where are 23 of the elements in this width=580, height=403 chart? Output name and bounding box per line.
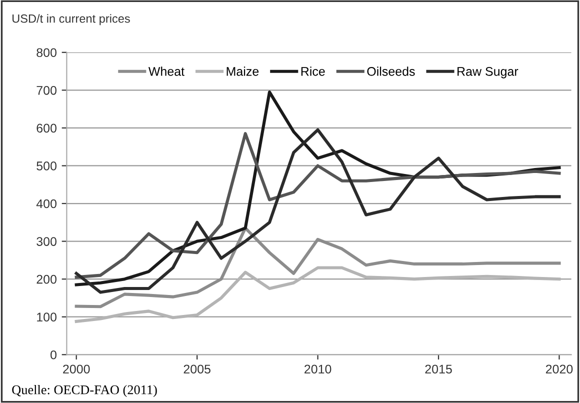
- legend-label: Rice: [301, 66, 325, 76]
- legend-label: Maize: [226, 66, 259, 76]
- y-tick-label: 300: [36, 237, 56, 246]
- x-tick-label: 2015: [425, 364, 452, 374]
- x-tick-label: 2005: [184, 364, 210, 374]
- y-tick-label: 800: [36, 48, 56, 58]
- x-tick-label: 2000: [63, 364, 90, 374]
- source-note: Quelle: OECD-FAO (2011): [12, 384, 157, 397]
- legend-label: Raw Sugar: [458, 66, 518, 78]
- x-tick-label: 2010: [304, 364, 332, 374]
- y-tick-label: 0: [50, 350, 56, 360]
- y-tick-label: 100: [37, 312, 56, 322]
- y-axis-title: USD/t in current prices: [12, 14, 130, 26]
- legend-label: Oilseeds: [367, 66, 415, 76]
- legend-label: Wheat: [148, 66, 184, 76]
- line-series: [74, 226, 561, 308]
- y-tick-label: 200: [36, 274, 56, 284]
- line-series: [74, 266, 561, 323]
- x-tick-label: 2020: [546, 364, 573, 374]
- y-tick-label: 700: [36, 86, 56, 95]
- y-tick-label: 600: [36, 124, 56, 133]
- y-tick-label: 400: [36, 199, 56, 208]
- y-tick-label: 500: [36, 162, 56, 170]
